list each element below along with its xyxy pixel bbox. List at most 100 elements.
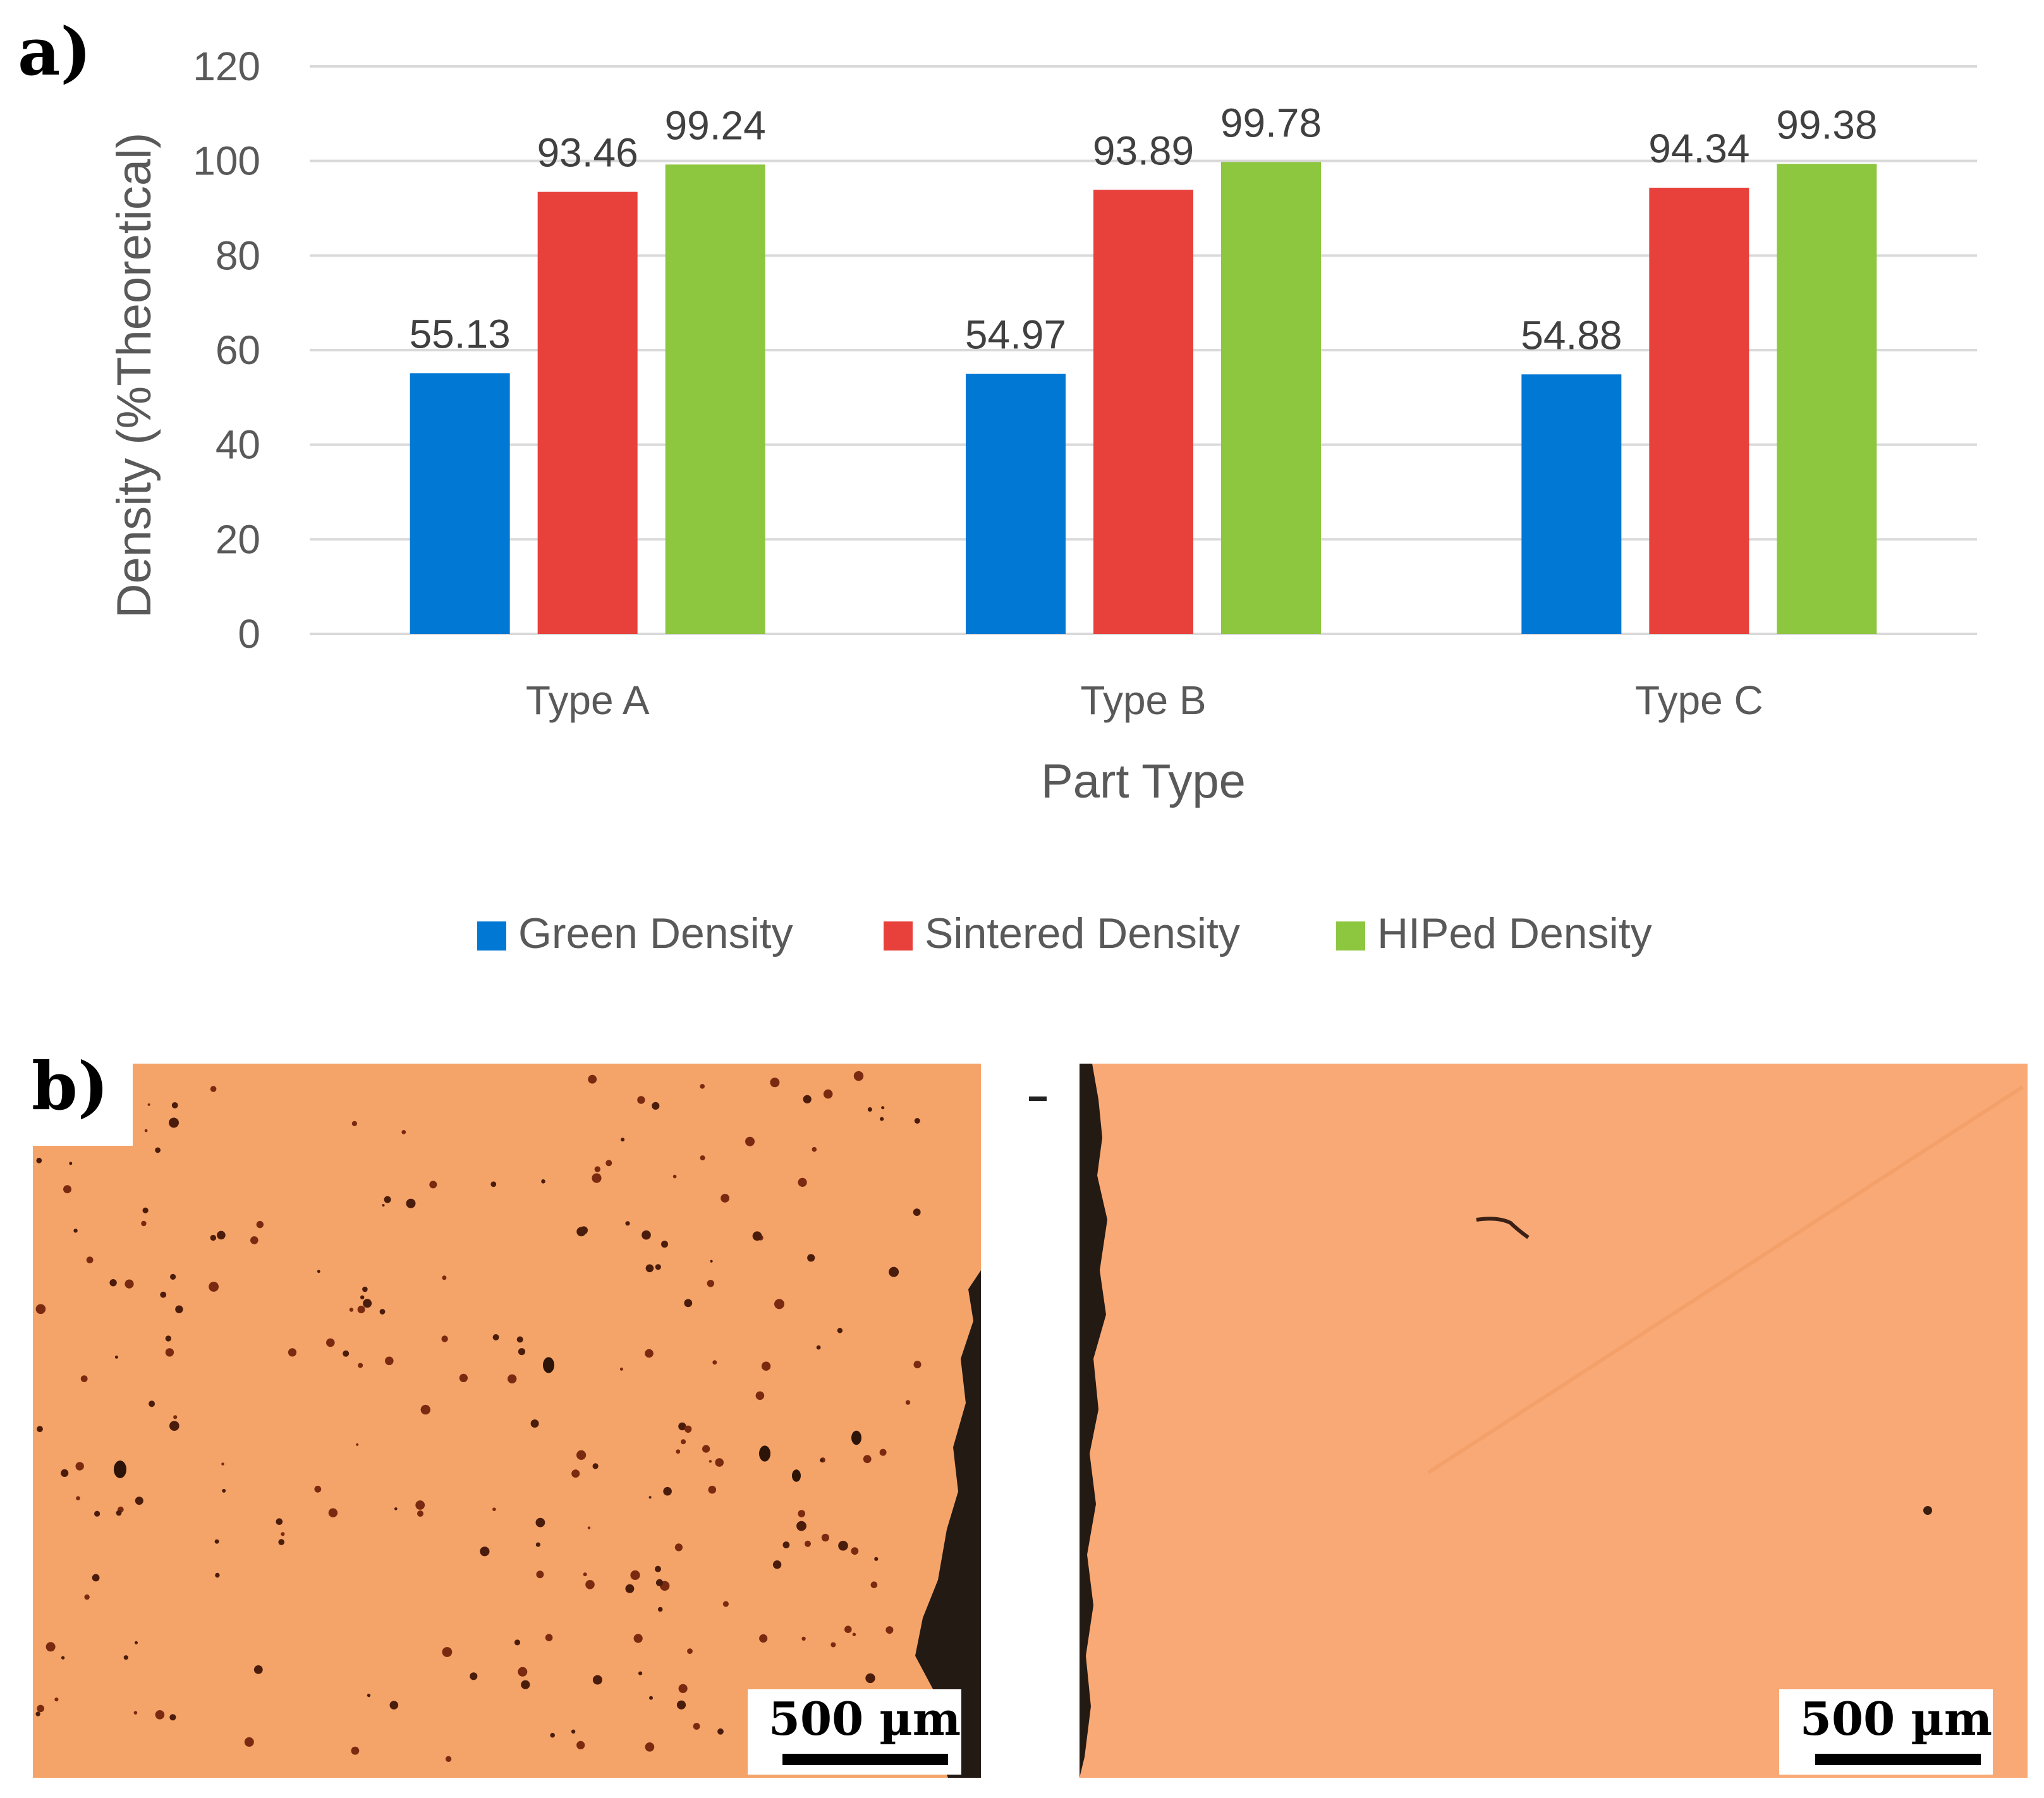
pore: [881, 1106, 885, 1110]
pore: [135, 1497, 143, 1505]
pore: [645, 1264, 654, 1273]
pore: [576, 1740, 585, 1749]
pore: [142, 1207, 149, 1213]
pore: [745, 1136, 755, 1146]
pore: [61, 1469, 69, 1477]
pore: [678, 1422, 686, 1431]
pore: [655, 1565, 661, 1572]
pore: [281, 1532, 285, 1536]
pore: [684, 1299, 693, 1308]
y-tick-label: 60: [216, 327, 260, 373]
pore: [870, 1581, 878, 1588]
bar-sintered-density-type-a: [537, 191, 638, 634]
pore: [545, 1634, 553, 1641]
pore: [801, 1636, 806, 1641]
pore: [133, 1711, 138, 1715]
panel-b-label-box: [25, 1054, 133, 1146]
pore: [351, 1121, 358, 1126]
pore: [86, 1256, 94, 1263]
bar-sintered-density-type-b: [1093, 190, 1193, 634]
micrograph-left: [33, 1064, 981, 1778]
pore: [221, 1462, 224, 1466]
pore: [755, 1391, 765, 1400]
pore: [782, 1541, 790, 1548]
pore: [363, 1299, 372, 1308]
pore: [592, 1675, 602, 1685]
micrograph-panel: b) 500 µm 500 µm: [25, 1047, 2028, 1778]
data-label: 54.97: [965, 312, 1066, 358]
bar-hiped-density-type-c: [1777, 164, 1877, 634]
data-label: 94.34: [1648, 126, 1749, 171]
scale-bar-right-label: 500 µm: [1800, 1692, 1992, 1746]
pore: [837, 1328, 843, 1333]
pore: [637, 1096, 645, 1104]
pore: [214, 1539, 219, 1544]
pore: [541, 1179, 545, 1184]
pore: [417, 1510, 423, 1517]
pore: [715, 1458, 724, 1467]
pore: [592, 1463, 599, 1469]
pore: [116, 1510, 122, 1516]
pore: [244, 1737, 254, 1747]
pore: [648, 1496, 652, 1499]
pore: [571, 1729, 576, 1734]
legend-label: HIPed Density: [1377, 909, 1652, 957]
data-label: 93.46: [537, 130, 638, 176]
pore: [535, 1542, 541, 1547]
pore: [35, 1304, 46, 1315]
pore-large: [851, 1430, 861, 1445]
pore: [717, 1728, 724, 1735]
pore: [772, 1560, 782, 1569]
pore: [830, 1642, 836, 1648]
pore: [360, 1295, 365, 1299]
y-tick-label: 120: [193, 44, 260, 89]
pore: [712, 1360, 717, 1365]
pore: [144, 1129, 148, 1133]
micrograph-right-background: [1080, 1064, 2028, 1778]
pore: [709, 1460, 712, 1463]
pore: [37, 1426, 43, 1433]
data-label: 99.78: [1220, 100, 1322, 145]
pore: [358, 1363, 363, 1368]
pore: [209, 1282, 219, 1292]
pore: [721, 1194, 729, 1203]
pore: [710, 1260, 713, 1263]
pore: [645, 1742, 655, 1752]
pore: [379, 1309, 386, 1315]
pore: [700, 1084, 705, 1089]
x-tick-label: Type B: [1080, 677, 1206, 723]
pore: [215, 1572, 220, 1578]
pore: [805, 1540, 811, 1547]
pore: [508, 1374, 517, 1383]
pore: [645, 1349, 654, 1358]
pore: [655, 1579, 664, 1586]
pore: [514, 1639, 521, 1646]
pore: [684, 1425, 692, 1433]
pore-large: [759, 1445, 770, 1462]
pore: [63, 1185, 71, 1194]
pore: [707, 1280, 715, 1287]
pore: [722, 1601, 729, 1607]
micrograph-right-grain-boundary: [1427, 1085, 2024, 1474]
pore: [576, 1450, 587, 1460]
pore: [276, 1518, 283, 1525]
pore: [655, 1264, 661, 1270]
micrograph-left-dark-edge: [915, 1270, 981, 1778]
pore: [135, 1641, 138, 1644]
pore: [693, 1723, 700, 1730]
micrograph-left-pores: [35, 1071, 922, 1762]
pore: [351, 1746, 360, 1755]
pore: [343, 1350, 350, 1357]
pore: [362, 1286, 368, 1292]
pore: [415, 1500, 425, 1510]
pore: [442, 1647, 453, 1657]
scale-bar-right: 500 µm: [1779, 1689, 1993, 1775]
pore: [171, 1102, 178, 1109]
pore: [820, 1458, 824, 1462]
pore: [865, 1673, 875, 1684]
pore: [317, 1270, 320, 1273]
pore: [149, 1400, 155, 1407]
pore: [480, 1546, 490, 1557]
pore: [46, 1642, 56, 1652]
data-label: 93.89: [1093, 128, 1194, 173]
